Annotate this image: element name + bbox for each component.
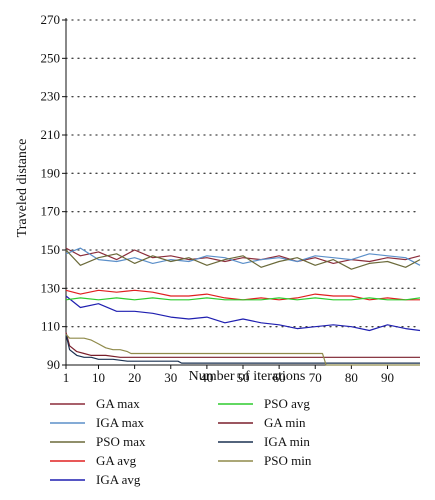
legend-label-ga-min: GA min: [264, 415, 306, 430]
y-tick-label: 190: [41, 165, 61, 180]
x-axis-label: Number of iterations: [189, 369, 306, 384]
x-tick-label: 20: [128, 370, 141, 385]
y-tick-label: 170: [41, 204, 61, 219]
y-tick-label: 110: [41, 319, 60, 334]
legend-label-pso-avg: PSO avg: [264, 396, 310, 411]
x-tick-label: 60: [273, 370, 286, 385]
y-tick-label: 150: [41, 242, 61, 257]
series-line-pso-max: [65, 249, 421, 270]
series-line-pso-avg: [65, 297, 421, 301]
x-tick-label: 30: [164, 370, 177, 385]
x-tick-label: 70: [309, 370, 322, 385]
y-axis-label: Traveled distance: [15, 139, 30, 238]
x-tick-label: 1: [63, 370, 70, 385]
legend: GA max PSO avg IGA max GA min PSO max IGA min…: [50, 396, 312, 487]
series-line-iga-avg: [65, 295, 421, 332]
legend-label-iga-max: IGA max: [96, 415, 145, 430]
x-tick-label: 40: [200, 370, 213, 385]
legend-label-ga-max: GA max: [96, 396, 140, 411]
legend-label-iga-min: IGA min: [264, 434, 310, 449]
y-tick-label: 130: [41, 280, 61, 295]
legend-label-pso-min: PSO min: [264, 453, 312, 468]
y-tick-label: 270: [41, 12, 61, 27]
y-tick-label: 210: [41, 127, 61, 142]
y-tick-label: 230: [41, 89, 61, 104]
axes: [62, 18, 420, 369]
y-tick-label: 250: [41, 50, 61, 65]
x-tick-label: 80: [345, 370, 358, 385]
series-line-iga-min: [65, 334, 420, 364]
legend-label-iga-avg: IGA avg: [96, 472, 141, 487]
series-line-iga-max: [65, 247, 421, 266]
series-line-ga-min: [65, 332, 420, 358]
legend-label-pso-max: PSO max: [96, 434, 146, 449]
series-line-pso-min: [65, 333, 420, 366]
y-tick-label: 90: [47, 357, 60, 372]
x-tick-label: 50: [237, 370, 250, 385]
x-tick-label: 90: [381, 370, 394, 385]
grid: [65, 19, 421, 328]
x-tick-label: 10: [92, 370, 105, 385]
legend-label-ga-avg: GA avg: [96, 453, 137, 468]
series-lines: [65, 247, 421, 366]
